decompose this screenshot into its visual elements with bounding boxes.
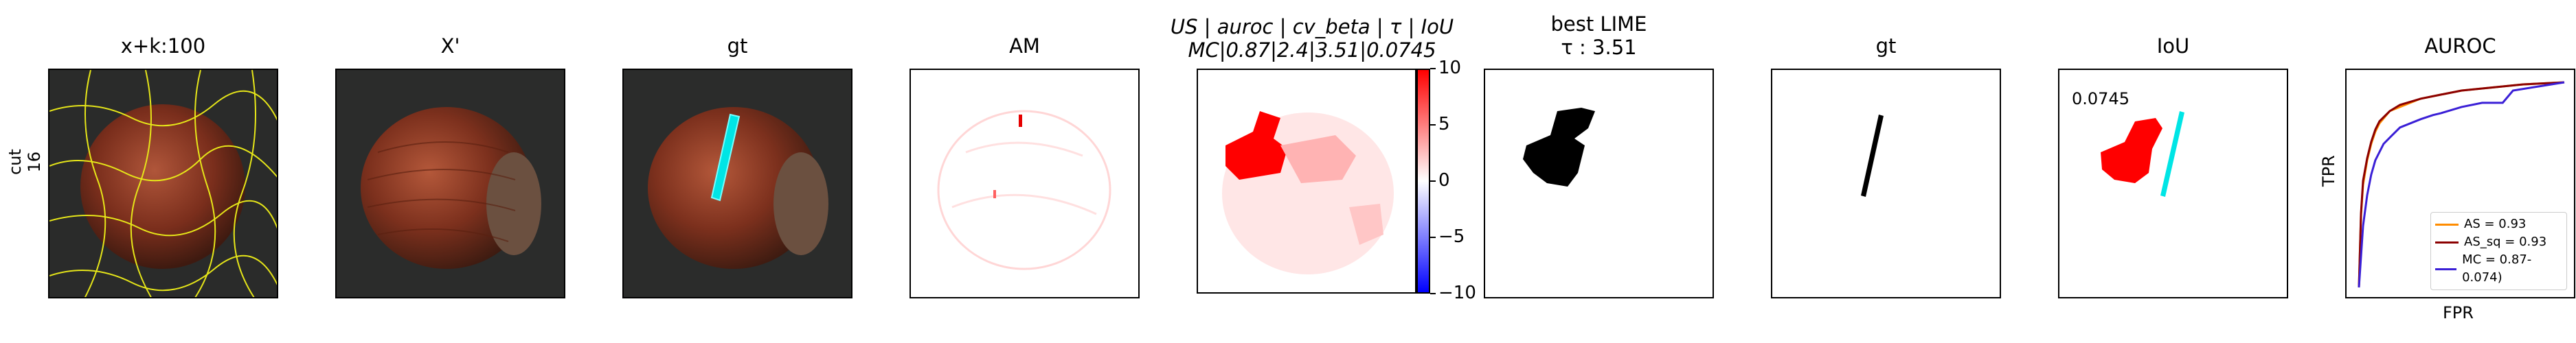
hazelnut-stripes bbox=[367, 141, 516, 242]
panel5-title-line2: MC|0.87|2.4|3.51|0.0745 bbox=[1188, 38, 1436, 62]
panel8-image: 0.0745 bbox=[2058, 69, 2288, 298]
panel6-image bbox=[1484, 69, 1714, 298]
superpixel-edge bbox=[49, 200, 277, 237]
panel7-title: gt bbox=[1875, 34, 1897, 58]
am-hotspot bbox=[1019, 115, 1022, 127]
panel4-title: AM bbox=[1009, 34, 1040, 58]
colorbar-tick bbox=[1430, 68, 1436, 69]
panel2-image bbox=[335, 69, 565, 298]
legend-entry: AS = 0.93 bbox=[2435, 215, 2562, 233]
roc-svg bbox=[2358, 81, 2565, 288]
panel3-title: gt bbox=[727, 34, 748, 58]
superpixel-edge bbox=[233, 70, 256, 297]
superpixel-edge bbox=[194, 70, 216, 297]
panel2-svg bbox=[361, 107, 541, 269]
panel5-title-line1: US | auroc | cv_beta | τ | IoU bbox=[1170, 15, 1454, 38]
panel5-image bbox=[1197, 69, 1416, 294]
iou-gt-region bbox=[2160, 111, 2184, 197]
iou-value: 0.0745 bbox=[2072, 89, 2129, 108]
hazelnut-shape bbox=[648, 107, 820, 269]
row-label: cut 16 bbox=[5, 149, 44, 175]
colorbar-tick bbox=[1430, 180, 1436, 182]
colorbar-tick-label: 0 bbox=[1438, 170, 1450, 191]
legend-swatch bbox=[2435, 223, 2459, 226]
am-outline bbox=[937, 110, 1111, 270]
row-label-line2: 16 bbox=[25, 151, 44, 173]
colorbar-tick bbox=[1430, 237, 1436, 238]
panel4-image bbox=[909, 69, 1140, 298]
chart-ylabel: TPR bbox=[2319, 155, 2338, 187]
iou-pred-region bbox=[2101, 118, 2162, 183]
panel3-image bbox=[622, 69, 852, 298]
panel6-title-line1: best LIME bbox=[1550, 12, 1647, 36]
chart-plot-area: AS = 0.93 AS_sq = 0.93 MC = 0.87-0.074) bbox=[2345, 69, 2575, 298]
superpixel-edge bbox=[49, 145, 277, 182]
hazelnut-tip bbox=[486, 152, 541, 255]
panel8-title: IoU bbox=[2156, 34, 2190, 58]
heatmap-red-region bbox=[1225, 111, 1287, 180]
legend-entry: AS_sq = 0.93 bbox=[2435, 233, 2562, 251]
superpixel-edges bbox=[49, 70, 277, 297]
colorbar-tick-label: −5 bbox=[1438, 226, 1465, 247]
panel7-image bbox=[1771, 69, 2001, 298]
chart-xlabel: FPR bbox=[2443, 303, 2474, 322]
am-faint-texture bbox=[951, 141, 1097, 215]
superpixel-edge bbox=[49, 90, 277, 127]
superpixel-edge bbox=[49, 255, 277, 292]
colorbar-tick-label: 5 bbox=[1438, 114, 1450, 134]
legend-label: MC = 0.87-0.074) bbox=[2462, 252, 2532, 285]
lime-mask bbox=[1523, 108, 1595, 187]
panel6-svg bbox=[1523, 108, 1595, 187]
panel5-svg bbox=[1222, 111, 1394, 274]
colorbar-tick bbox=[1430, 293, 1436, 294]
heatmap-pink-region bbox=[1280, 135, 1356, 183]
gt-mask bbox=[1861, 115, 1884, 197]
panel1-title: x+k:100 bbox=[120, 34, 206, 58]
roc-series-line-1 bbox=[2358, 81, 2565, 288]
panel1-image bbox=[48, 69, 278, 298]
hazelnut-tip bbox=[773, 152, 828, 255]
superpixel-edge bbox=[130, 70, 152, 297]
legend-label: AS = 0.93 bbox=[2464, 217, 2527, 231]
gt-defect-mask bbox=[710, 113, 741, 202]
panel8-svg bbox=[2101, 111, 2184, 197]
superpixel-edge bbox=[84, 70, 106, 297]
legend-label: AS_sq = 0.93 bbox=[2464, 235, 2547, 249]
roc-series-line-2 bbox=[2358, 81, 2565, 288]
panel2-title: X' bbox=[440, 34, 460, 58]
colorbar-tick-label: −10 bbox=[1438, 283, 1476, 303]
chart-title: AUROC bbox=[2424, 34, 2496, 58]
legend-swatch bbox=[2435, 241, 2459, 244]
heatmap-pink-region-2 bbox=[1349, 204, 1383, 245]
chart-legend: AS = 0.93 AS_sq = 0.93 MC = 0.87-0.074) bbox=[2430, 212, 2567, 290]
am-hotspot-2 bbox=[993, 190, 996, 198]
colorbar bbox=[1416, 69, 1430, 294]
panel1-svg bbox=[49, 70, 277, 297]
colorbar-tick bbox=[1430, 124, 1436, 126]
row-label-line1: cut bbox=[5, 149, 25, 175]
legend-swatch bbox=[2435, 268, 2457, 270]
panel7-svg bbox=[1861, 115, 1884, 197]
colorbar-tick-label: 10 bbox=[1438, 58, 1462, 78]
legend-entry: MC = 0.87-0.074) bbox=[2435, 251, 2562, 287]
panel6-title-line2: τ : 3.51 bbox=[1561, 36, 1637, 59]
hazelnut-shape bbox=[80, 104, 245, 269]
panel3-svg bbox=[648, 107, 828, 269]
panel4-svg bbox=[937, 110, 1111, 270]
